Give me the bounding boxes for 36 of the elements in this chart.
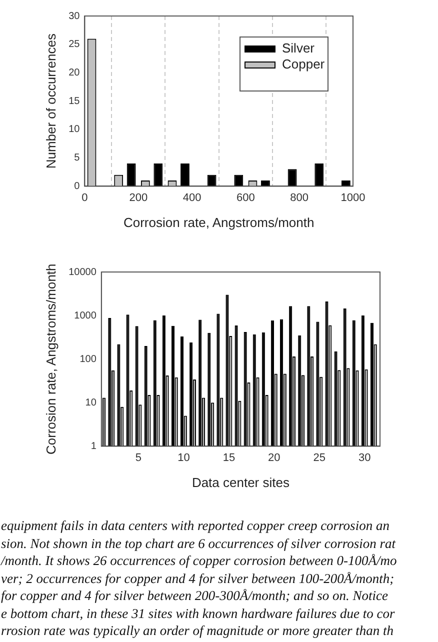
x-tick-label: 25 bbox=[313, 452, 326, 464]
text: e bottom chart, in these 31 sites with known hardware failures due to cor bbox=[1, 604, 396, 622]
x-tick-label: 200 bbox=[129, 192, 148, 204]
y-tick-label: 10 bbox=[85, 397, 97, 408]
y-tick-label: 1 bbox=[90, 440, 97, 452]
y-tick-label: 1000 bbox=[74, 310, 97, 322]
x-axis-title: Corrosion rate, Angstroms/month bbox=[123, 214, 314, 230]
x-axis-title: Data center sites bbox=[192, 474, 290, 490]
y-tick-label: 30 bbox=[68, 10, 80, 22]
y-tick-label: 100 bbox=[80, 354, 97, 365]
text: ver; 2 occurrences for copper and 4 for silver between 100-200Å/month; bbox=[1, 570, 396, 587]
x-tick-label: 5 bbox=[135, 452, 142, 464]
y-tick-label: 20 bbox=[68, 67, 80, 78]
x-tick-label: 800 bbox=[290, 192, 309, 204]
text: rrosion rate was typically an order of magnitude or more greater than th bbox=[1, 622, 394, 640]
x-tick-label: 400 bbox=[182, 192, 202, 204]
y-tick-label: 5 bbox=[74, 152, 80, 164]
x-tick-label: 30 bbox=[358, 452, 371, 464]
y-tick-label: 10 bbox=[68, 124, 80, 136]
y-axis-title: Number of occurrences bbox=[43, 33, 58, 169]
text: equipment fails in data centers with reported copper creep corrosion an bbox=[1, 517, 390, 534]
text: /month. It shows 26 occurrences of copper corrosion between 0-100Å/mo bbox=[1, 552, 398, 570]
y-tick-label: 25 bbox=[68, 39, 80, 50]
x-tick-label: 10 bbox=[178, 452, 190, 464]
y-tick-label: 10000 bbox=[68, 266, 97, 278]
x-tick-label: 1000 bbox=[340, 192, 366, 204]
x-tick-label: 15 bbox=[222, 452, 236, 464]
text: for copper and 4 for silver between 200-300Å/month; and so on. Notice bbox=[1, 587, 389, 604]
x-tick-label: 600 bbox=[236, 192, 255, 204]
x-tick-label: 20 bbox=[268, 452, 280, 464]
y-tick-label: 15 bbox=[68, 96, 80, 107]
legend-label: Copper bbox=[282, 56, 326, 72]
y-axis-title: Corrosion rate, Angstroms/month bbox=[43, 264, 58, 454]
y-tick-label: 0 bbox=[74, 180, 80, 192]
text: sion. Not shown in the top chart are 6 occurrences of silver corrosion rat bbox=[1, 534, 397, 552]
legend-label: Silver bbox=[282, 40, 316, 56]
